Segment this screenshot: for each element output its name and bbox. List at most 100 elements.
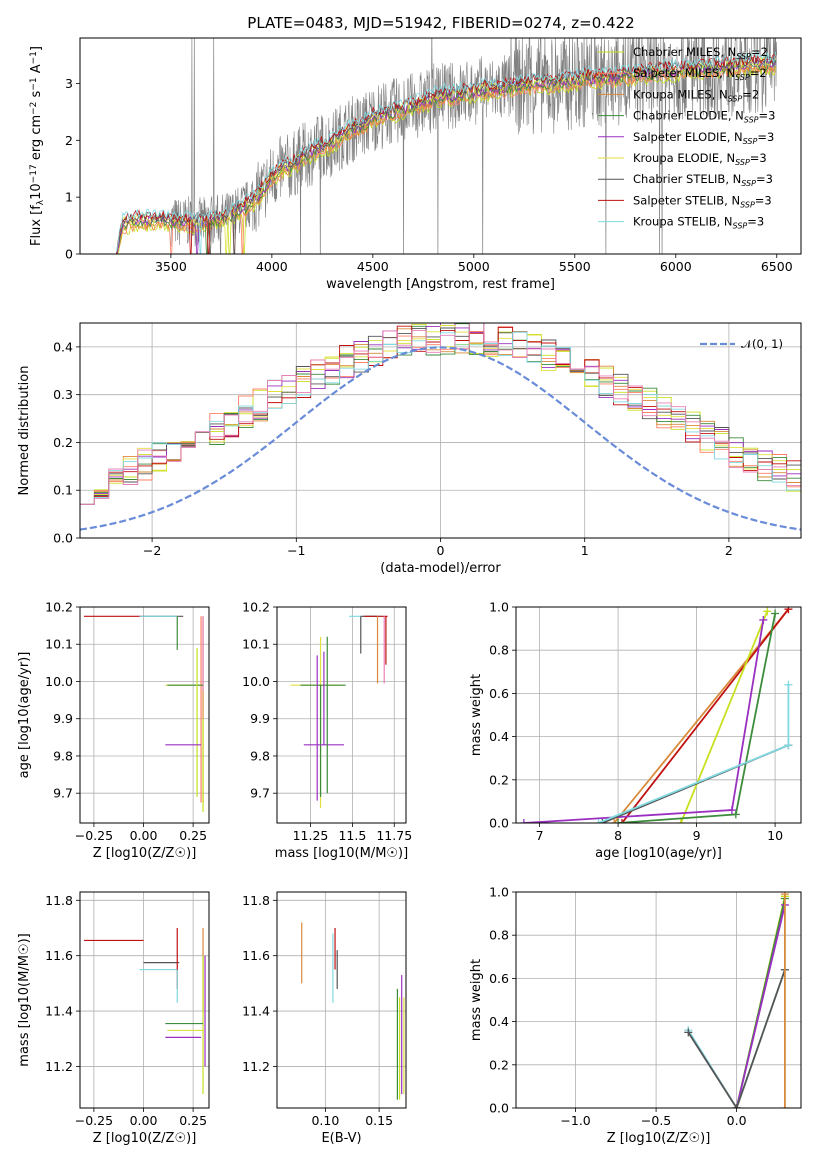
y-tick-label: 10.0 [45, 674, 73, 689]
histogram-9 [80, 323, 801, 505]
x-tick-label: −0.5 [641, 1113, 671, 1128]
x-tick-label: 5000 [458, 259, 490, 274]
y-tick-label: 0.6 [489, 686, 509, 701]
y-tick-label: 0.2 [489, 772, 509, 787]
weight-marker [784, 741, 793, 750]
y-tick-label: 0.0 [53, 531, 73, 546]
x-tick-label: 4500 [357, 259, 389, 274]
weight-marker [784, 680, 793, 689]
x-tick-label: 0.15 [365, 1113, 393, 1128]
weight-marker [614, 819, 623, 823]
legend-sub: SSP [735, 158, 750, 167]
plot-area [80, 323, 801, 531]
y-tick-label: 1.0 [489, 600, 509, 615]
y-label-part: Flux [f [29, 205, 44, 246]
legend-sub: SSP [741, 179, 756, 188]
weight-marker [676, 819, 685, 823]
legend-label: Kroupa STELIB, NSSP=3 [633, 215, 764, 231]
y-tick-label: 9.7 [250, 786, 270, 801]
y-tick-label: 11.4 [45, 1004, 73, 1019]
legend-name: Salpeter ELODIE, N [633, 130, 743, 144]
y-tick-label: 0.8 [489, 928, 509, 943]
legend-name: Kroupa STELIB, N [633, 215, 733, 229]
weight-line-6 [598, 684, 790, 823]
x-axis-label: Z [log10(Z/Z☉)] [93, 846, 197, 861]
weight-line-1 [621, 608, 790, 823]
plot-area [290, 615, 388, 809]
y-tick-label: 11.4 [242, 1004, 270, 1019]
weight-marker [610, 819, 619, 823]
x-tick-label: −2 [143, 543, 161, 558]
panel-mass-weight-vs-age: 7 8 9 10 0.0 0.2 0.4 0.6 0.8 1.0 age [log10(age/yr… [469, 600, 802, 861]
weight-marker [523, 1101, 532, 1108]
y-tick-label: 3 [65, 76, 73, 91]
x-tick-label: 6500 [761, 259, 793, 274]
y-label-part: λ [36, 199, 46, 205]
x-tick-label: −1 [287, 543, 305, 558]
panel-residuals: −2 −1 0 1 2 0.0 0.1 0.2 0.3 0.4 (data-model)/error… [17, 322, 802, 576]
y-tick-label: 11.6 [45, 948, 73, 963]
x-tick-label: 0.00 [130, 1113, 158, 1128]
x-tick-label: 7 [536, 828, 544, 843]
y-tick-label: 11.2 [242, 1059, 270, 1074]
weight-line-5 [687, 969, 786, 1108]
x-tick-label: 0.25 [179, 1113, 207, 1128]
y-tick-label: 11.2 [45, 1059, 73, 1074]
y-label-part: −17 [29, 164, 39, 183]
x-axis-label: Z [log10(Z/Z☉)] [93, 1131, 197, 1146]
x-tick-label: 10 [767, 828, 783, 843]
legend-label: 𝒩(0, 1) [741, 337, 783, 351]
x-tick-label: 3500 [155, 259, 187, 274]
y-label-part: −2 [29, 102, 39, 115]
y-tick-label: 0.4 [489, 1014, 509, 1029]
x-axis-label: age [log10(age/yr)] [595, 846, 722, 861]
y-label-part: s [29, 90, 44, 101]
panel-age-vs-mass: 11.25 11.5 11.75 9.7 9.8 9.9 10.0 10.1 10.2 mass … [242, 600, 412, 862]
x-axis-label: mass [log10(M/M☉)] [275, 846, 408, 861]
figure-title: PLATE=0483, MJD=51942, FIBERID=0274, z=0… [247, 14, 634, 32]
legend-tail: =3 [755, 193, 772, 207]
legend-sub: SSP [744, 116, 759, 125]
y-tick-label: 0 [65, 247, 73, 262]
plot-area [83, 928, 206, 1095]
y-tick-label: 11.8 [242, 893, 270, 908]
axes-frame [276, 891, 407, 1109]
y-label-part: 10 [29, 183, 44, 200]
legend-label: Salpeter ELODIE, NSSP=3 [633, 130, 774, 146]
legend-tail: =3 [750, 151, 767, 165]
y-tick-label: 0.1 [53, 483, 73, 498]
legend-tail: =2 [742, 87, 759, 101]
legend-tail: =3 [759, 109, 776, 123]
weight-marker [732, 1104, 741, 1108]
weight-line-0 [613, 608, 790, 823]
legend-sub: SSP [735, 73, 750, 82]
y-axis-label: mass weight [469, 674, 484, 756]
y-tick-label: 9.7 [53, 786, 73, 801]
legend-name: Chabrier STELIB, N [633, 172, 741, 186]
legend-label: Kroupa MILES, NSSP=2 [633, 87, 759, 103]
legend-sub: SSP [728, 94, 743, 103]
y-tick-label: 10.1 [45, 637, 73, 652]
legend-name: Chabrier MILES, N [633, 45, 736, 59]
axes-frame [79, 606, 210, 824]
legend-sub: SSP [743, 137, 758, 146]
panel-mass-weight-vs-Z: −1.0 −0.5 0.0 0.0 0.2 0.4 0.6 0.8 1.0 Z [log10(Z/… [469, 885, 802, 1146]
plot-area [301, 922, 405, 1100]
y-tick-label: 9.9 [250, 711, 270, 726]
y-tick-label: 9.9 [53, 711, 73, 726]
legend-name: Kroupa ELODIE, N [633, 151, 735, 165]
y-label-part: A [29, 64, 44, 77]
legend-tail: =3 [756, 172, 773, 186]
y-tick-label: 9.8 [53, 748, 73, 763]
x-tick-label: 5500 [559, 259, 591, 274]
x-tick-label: 4000 [256, 259, 288, 274]
panel-spectrum: 3500 4000 4500 5000 5500 6000 6500 0 1 2 3 waveleng… [29, 37, 802, 292]
y-tick-label: 0.2 [489, 1057, 509, 1072]
y-tick-label: 9.8 [250, 748, 270, 763]
y-tick-label: 1.0 [489, 885, 509, 900]
y-tick-label: 10.2 [242, 600, 270, 615]
weight-marker [727, 806, 736, 815]
x-axis-label: wavelength [Angstrom, rest frame] [326, 277, 555, 292]
plot-area [519, 607, 793, 823]
weight-marker [519, 819, 528, 823]
